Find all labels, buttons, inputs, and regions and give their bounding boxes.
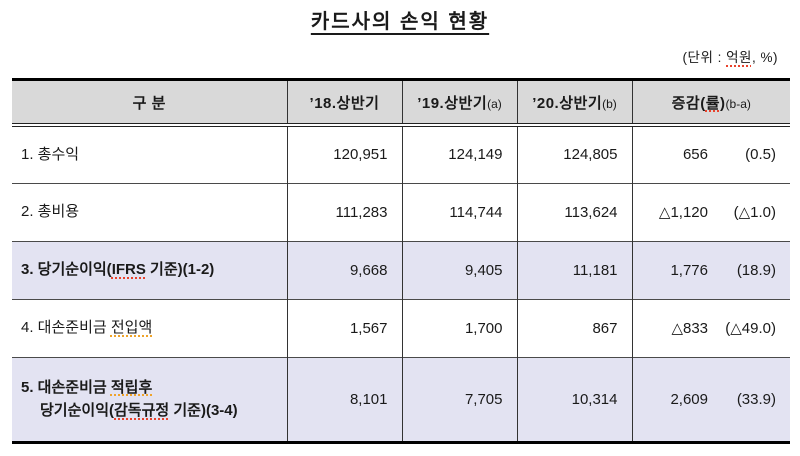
misspelled-word: 률: [705, 94, 721, 112]
row-label-line: 당기순이익(감독규정 기준)(3-4): [21, 399, 286, 422]
text-segment: 당기순이익(: [40, 402, 114, 419]
text-segment: ’20.상반기: [532, 94, 603, 112]
row-label-line: 2. 총비용: [21, 200, 286, 223]
column-header-sub: (a): [487, 96, 502, 111]
text-segment: 2. 총비용: [21, 203, 80, 221]
column-header-main: 증감(률): [672, 95, 726, 112]
value-cell: 9,668: [286, 240, 402, 299]
change-amount: 656: [682, 146, 708, 164]
unit-note-unit-word: 억원: [726, 50, 752, 65]
unit-note-prefix: (단위 :: [682, 50, 727, 65]
table-row: 1. 총수익 120,951 124,149 124,805 656 (0.5): [12, 124, 791, 183]
table-body: 1. 총수익 120,951 124,149 124,805 656 (0.5) 2. 총비…: [12, 124, 791, 442]
row-label-cell: 2. 총비용: [12, 182, 287, 241]
text-segment: 1. 총수익: [21, 146, 80, 164]
change-amount: 1,776: [670, 261, 708, 279]
value-cell: 124,149: [401, 124, 517, 183]
column-header-main: ’20.상반기: [532, 95, 602, 112]
value-cell: 867: [516, 298, 632, 357]
text-segment: 5. 대손준비금: [21, 378, 111, 396]
table-row: 5. 대손준비금 적립후 당기순이익(감독규정 기준)(3-4) 8,101 7,70…: [12, 356, 791, 442]
change-cell: 2,609 (33.9): [631, 356, 791, 442]
row-label-line: 1. 총수익: [21, 143, 286, 166]
change-amount: △1,120: [658, 204, 708, 221]
row-label-cell: 4. 대손준비금 전입액: [12, 298, 287, 357]
change-cell: △1,120 (△1.0): [631, 182, 791, 241]
change-wrap: 2,609 (33.9): [633, 391, 791, 408]
value-cell: 113,624: [516, 182, 632, 241]
change-wrap: 1,776 (18.9): [633, 262, 791, 279]
column-header-main: 구 분: [133, 95, 166, 112]
change-cell: △833 (△49.0): [631, 298, 791, 357]
row-label-cell: 1. 총수익: [12, 124, 287, 183]
misspelled-word: 적립후: [110, 378, 153, 396]
row-label-line: 5. 대손준비금 적립후: [21, 376, 286, 399]
row-label-cell: 5. 대손준비금 적립후 당기순이익(감독규정 기준)(3-4): [12, 356, 287, 442]
change-percent: (0.5): [745, 146, 776, 164]
unit-note-suffix: , %): [751, 50, 778, 65]
text-segment: 기준)(1-2): [145, 261, 215, 279]
change-amount: △833: [671, 320, 708, 337]
column-header: ’18.상반기: [286, 79, 402, 127]
column-header: ’20.상반기(b): [516, 79, 632, 127]
value-cell: 1,567: [286, 298, 402, 357]
column-header-main: ’18.상반기: [310, 95, 380, 112]
table-row: 3. 당기순이익(IFRS 기준)(1-2) 9,668 9,405 11,181 1,…: [12, 240, 791, 299]
change-wrap: △833 (△49.0): [633, 319, 791, 337]
misspelled-word: 감독규정: [114, 402, 170, 419]
value-cell: 10,314: [516, 356, 632, 442]
misspelled-word: 전입액: [110, 319, 153, 337]
column-header: 증감(률)(b-a): [631, 79, 790, 127]
text-segment: ’18.상반기: [309, 94, 380, 112]
value-cell: 111,283: [286, 182, 402, 241]
table-row: 4. 대손준비금 전입액 1,567 1,700 867 △833 (△49.0): [12, 298, 791, 357]
value-cell: 9,405: [401, 240, 517, 299]
change-percent: (△49.0): [725, 320, 776, 337]
column-header: ’19.상반기(a): [401, 79, 517, 127]
row-label-cell: 3. 당기순이익(IFRS 기준)(1-2): [12, 240, 287, 299]
text-segment: 기준)(3-4): [169, 402, 238, 419]
text-segment: 구 분: [132, 94, 166, 112]
value-cell: 124,805: [516, 124, 632, 183]
text-segment: 4. 대손준비금: [21, 319, 111, 337]
row-label-line: 3. 당기순이익(IFRS 기준)(1-2): [21, 258, 286, 281]
text-segment: ): [720, 94, 726, 112]
value-cell: 114,744: [401, 182, 517, 241]
value-cell: 11,181: [516, 240, 632, 299]
change-wrap: △1,120 (△1.0): [633, 203, 791, 221]
table-row: 2. 총비용 111,283 114,744 113,624 △1,120 (△1.0): [12, 182, 791, 241]
column-header-sub: (b): [602, 96, 617, 111]
text-segment: ’19.상반기: [417, 94, 488, 112]
text-segment: 3. 당기순이익(: [21, 261, 112, 279]
value-cell: 8,101: [286, 356, 402, 442]
change-cell: 1,776 (18.9): [631, 240, 791, 299]
text-segment: 증감(: [671, 94, 706, 112]
column-header-main: ’19.상반기: [417, 95, 487, 112]
value-cell: 1,700: [401, 298, 517, 357]
row-label-line: 4. 대손준비금 전입액: [21, 316, 286, 339]
value-cell: 7,705: [401, 356, 517, 442]
table-header-row: 구 분 ’18.상반기 ’19.상반기(a) ’20.상반기(b) 증감(률)(b-a): [12, 79, 790, 127]
change-percent: (33.9): [736, 390, 776, 408]
change-percent: (△1.0): [733, 204, 776, 221]
change-amount: 2,609: [670, 390, 708, 408]
column-header-sub: (b-a): [725, 96, 751, 111]
unit-note: (단위 : 억원, %): [683, 46, 778, 66]
change-cell: 656 (0.5): [631, 124, 791, 183]
column-header: 구 분: [12, 79, 287, 127]
misspelled-word: IFRS: [111, 261, 146, 279]
page-title: 카드사의 손익 현황: [310, 11, 490, 33]
value-cell: 120,951: [286, 124, 402, 183]
change-percent: (18.9): [736, 261, 776, 279]
profit-loss-table: 구 분 ’18.상반기 ’19.상반기(a) ’20.상반기(b) 증감(률)(b-a)…: [12, 78, 790, 444]
change-wrap: 656 (0.5): [633, 146, 791, 163]
